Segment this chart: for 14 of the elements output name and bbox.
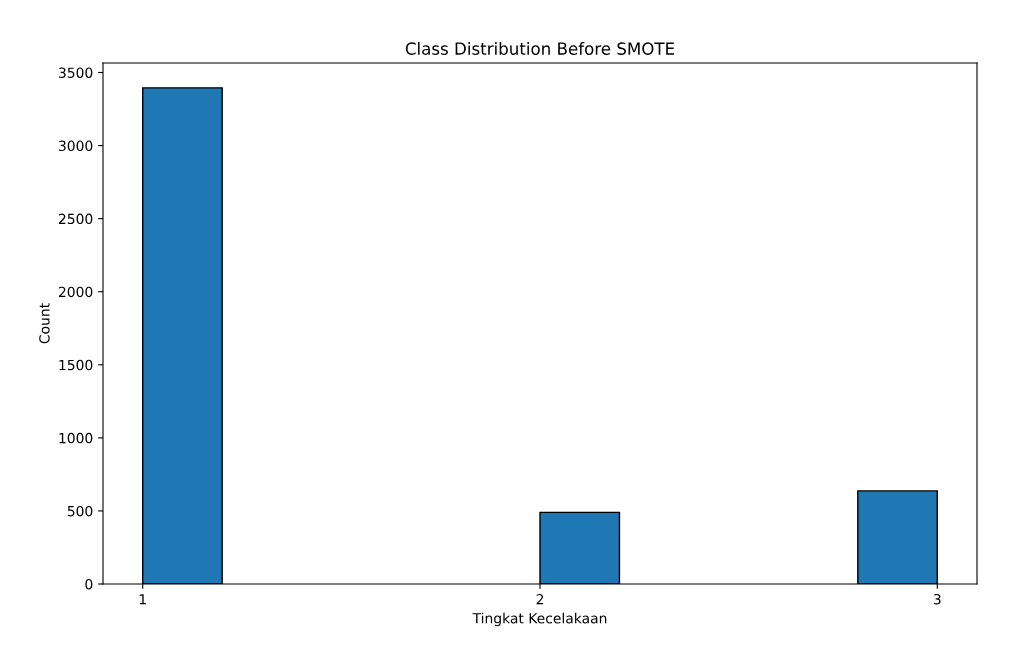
chart-title: Class Distribution Before SMOTE — [405, 42, 675, 55]
y-tick-label: 1000 — [59, 432, 93, 444]
y-tick-label: 2000 — [58, 286, 93, 298]
x-tick-label: 1 — [139, 594, 146, 605]
y-tick-label: 1500 — [59, 359, 93, 371]
x-axis-title: Tingkat Kecelakaan — [472, 612, 607, 627]
y-tick-label: 0 — [85, 578, 93, 590]
y-axis-title: Count — [39, 303, 50, 344]
x-tick-label: 3 — [933, 593, 941, 605]
y-tick-label: 500 — [67, 505, 93, 517]
y-tick-label: 3000 — [58, 140, 93, 152]
y-tick-label: 3500 — [58, 67, 93, 78]
x-tick-label: 2 — [536, 593, 544, 605]
y-tick-label: 2500 — [58, 213, 93, 225]
